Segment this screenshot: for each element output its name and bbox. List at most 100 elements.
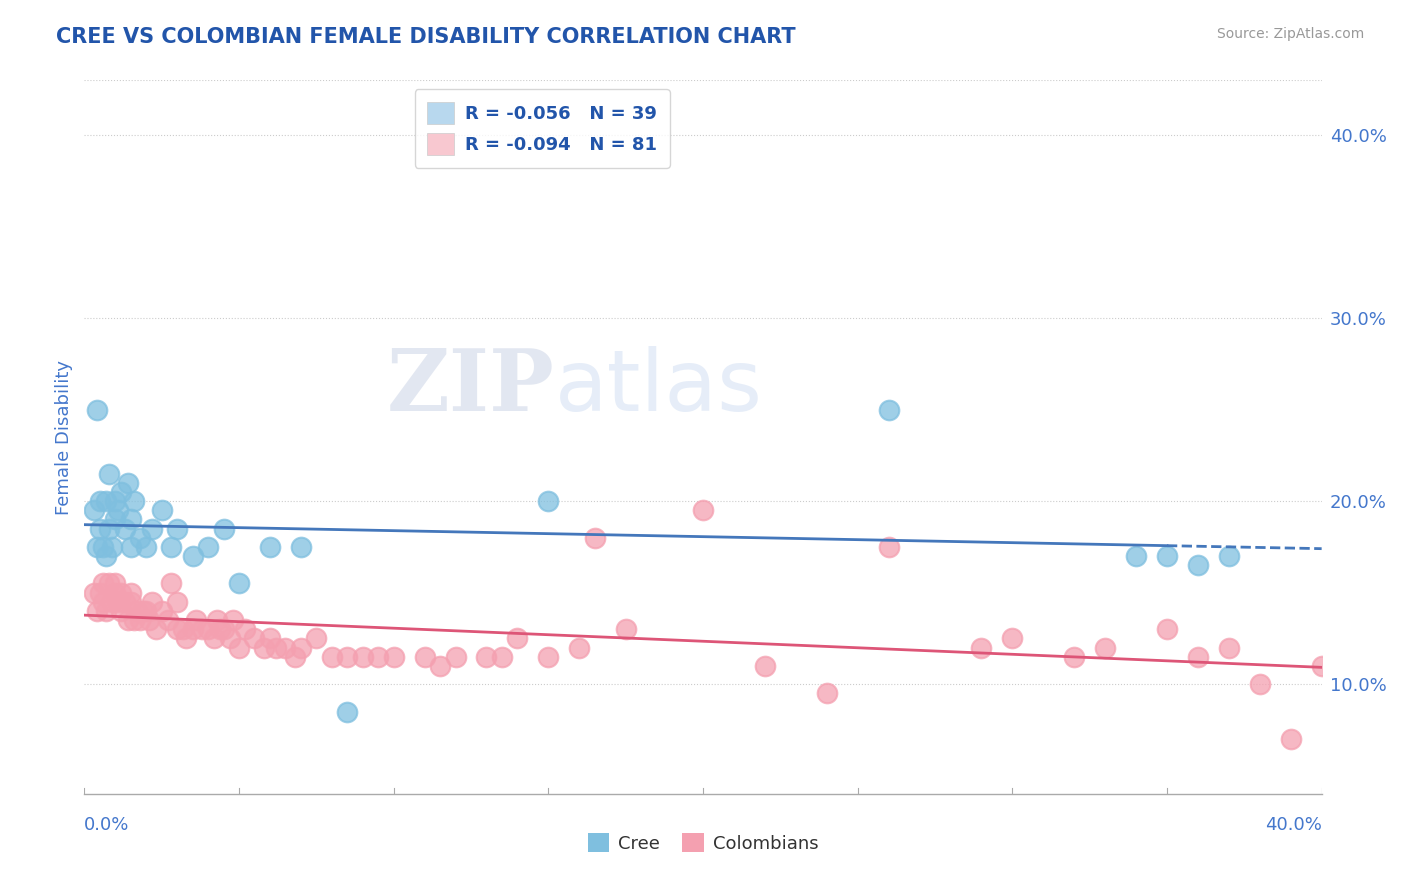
Point [692,503,714,517]
Point [877,402,900,417]
Point [150,604,173,618]
Point [135,540,157,554]
Point [444,649,467,664]
Point [114,595,136,609]
Point [243,632,266,646]
Point [475,649,498,664]
Point [104,512,127,526]
Point [114,522,136,536]
Point [98,522,121,536]
Point [181,549,204,563]
Point [264,640,287,655]
Point [94,494,117,508]
Point [290,540,312,554]
Point [160,540,183,554]
Point [107,595,129,609]
Point [98,576,121,591]
Point [132,604,155,618]
Point [98,467,121,481]
Point [129,531,152,545]
Point [101,595,124,609]
Point [491,649,513,664]
Point [89,522,111,536]
Point [228,640,250,655]
Point [166,522,188,536]
Point [1218,549,1240,563]
Point [336,705,359,719]
Point [94,604,117,618]
Point [537,649,560,664]
Point [321,649,343,664]
Point [197,540,219,554]
Point [212,622,235,636]
Point [197,622,219,636]
Point [117,613,139,627]
Point [176,632,198,646]
Point [1094,640,1116,655]
Point [228,576,250,591]
Point [135,604,157,618]
Text: CREE VS COLOMBIAN FEMALE DISABILITY CORRELATION CHART: CREE VS COLOMBIAN FEMALE DISABILITY CORR… [56,27,796,46]
Point [184,613,207,627]
Point [145,622,167,636]
Point [166,595,188,609]
Point [305,632,328,646]
Point [141,595,163,609]
Point [537,494,560,508]
Point [83,503,105,517]
Point [110,485,132,500]
Point [1310,658,1333,673]
Point [1187,558,1209,573]
Point [91,576,114,591]
Point [150,503,173,517]
Point [367,649,389,664]
Point [207,613,229,627]
Point [160,576,183,591]
Point [86,402,108,417]
Point [83,585,105,599]
Point [815,686,838,700]
Point [382,649,405,664]
Point [222,613,245,627]
Point [129,613,152,627]
Point [413,649,436,664]
Point [94,549,117,563]
Point [110,604,132,618]
Point [209,622,232,636]
Point [202,632,225,646]
Point [122,494,145,508]
Point [218,632,240,646]
Point [138,613,160,627]
Text: Source: ZipAtlas.com: Source: ZipAtlas.com [1216,27,1364,41]
Point [120,585,142,599]
Point [614,622,637,636]
Point [172,622,194,636]
Point [117,475,139,490]
Y-axis label: Female Disability: Female Disability [55,359,73,515]
Point [166,622,188,636]
Point [1156,549,1178,563]
Point [429,658,451,673]
Point [1063,649,1085,664]
Point [91,595,114,609]
Point [754,658,776,673]
Point [86,604,108,618]
Point [104,585,127,599]
Point [259,540,281,554]
Point [104,576,127,591]
Point [1249,677,1271,691]
Point [877,540,900,554]
Point [104,494,127,508]
Point [86,540,108,554]
Point [1156,622,1178,636]
Point [352,649,374,664]
Text: 0.0%: 0.0% [84,816,129,834]
Point [107,503,129,517]
Point [284,649,307,664]
Point [1187,649,1209,664]
Point [336,649,359,664]
Point [191,622,214,636]
Point [156,613,179,627]
Point [259,632,281,646]
Text: atlas: atlas [554,345,762,429]
